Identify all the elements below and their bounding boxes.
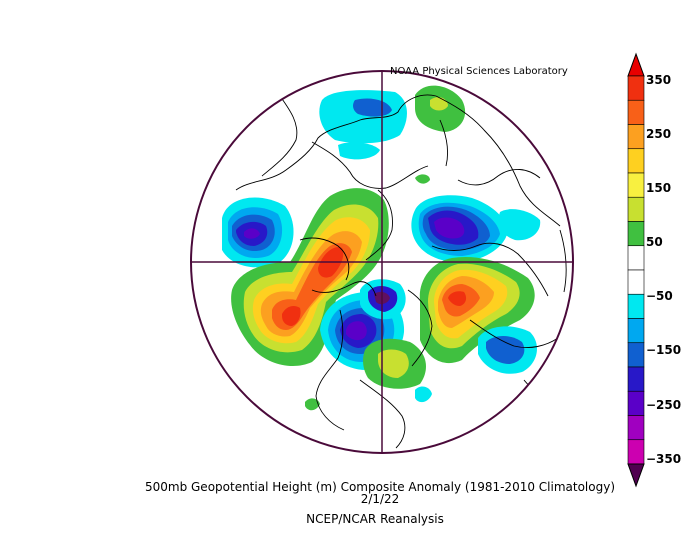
colorbar-segment — [627, 293, 645, 319]
map-border — [190, 70, 574, 454]
colorbar-tick-label: 150 — [646, 181, 672, 195]
colorbar-tick-label: 50 — [646, 235, 663, 249]
colorbar-segment — [627, 415, 645, 441]
colorbar-segment — [627, 269, 645, 295]
colorbar-segment — [627, 75, 645, 101]
colorbar-tick-label: 250 — [646, 127, 672, 141]
colorbar-bottom-arrow — [627, 463, 645, 488]
figure-source: NCEP/NCAR Reanalysis — [306, 512, 444, 526]
colorbar-segment — [627, 390, 645, 416]
colorbar-tick-label: −150 — [646, 343, 682, 357]
colorbar-tick-label: 350 — [646, 73, 672, 87]
anomaly-field — [222, 85, 541, 411]
colorbar-segment — [627, 439, 645, 465]
colorbar-tick-label: −50 — [646, 289, 673, 303]
credit-label: NOAA Physical Sciences Laboratory — [390, 66, 568, 77]
colorbar — [627, 52, 645, 488]
colorbar-segment — [627, 99, 645, 125]
colorbar-segment — [627, 172, 645, 198]
colorbar-segment — [627, 318, 645, 344]
colorbar-tick-label: −350 — [646, 452, 682, 466]
colorbar-segment — [627, 245, 645, 271]
figure-title: 500mb Geopotential Height (m) Composite … — [144, 480, 615, 494]
colorbar-segment — [627, 124, 645, 150]
colorbar-segment — [627, 366, 645, 392]
figure-date: 2/1/22 — [360, 492, 400, 506]
colorbar-segment — [627, 342, 645, 368]
colorbar-segment — [627, 196, 645, 222]
colorbar-segment — [627, 148, 645, 174]
colorbar-top-arrow — [627, 52, 645, 77]
colorbar-segment — [627, 221, 645, 247]
colorbar-tick-label: −250 — [646, 398, 682, 412]
